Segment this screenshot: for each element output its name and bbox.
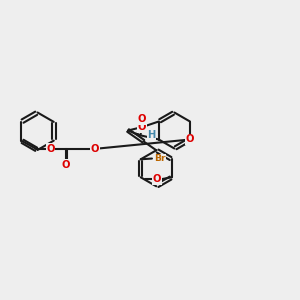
Text: O: O	[91, 144, 99, 154]
Text: O: O	[137, 115, 146, 124]
Text: Br: Br	[154, 154, 166, 163]
Text: O: O	[61, 160, 70, 170]
Text: O: O	[186, 134, 194, 145]
Text: O: O	[46, 144, 55, 154]
Text: H: H	[148, 130, 156, 140]
Text: O: O	[138, 122, 146, 132]
Text: O: O	[153, 174, 161, 184]
